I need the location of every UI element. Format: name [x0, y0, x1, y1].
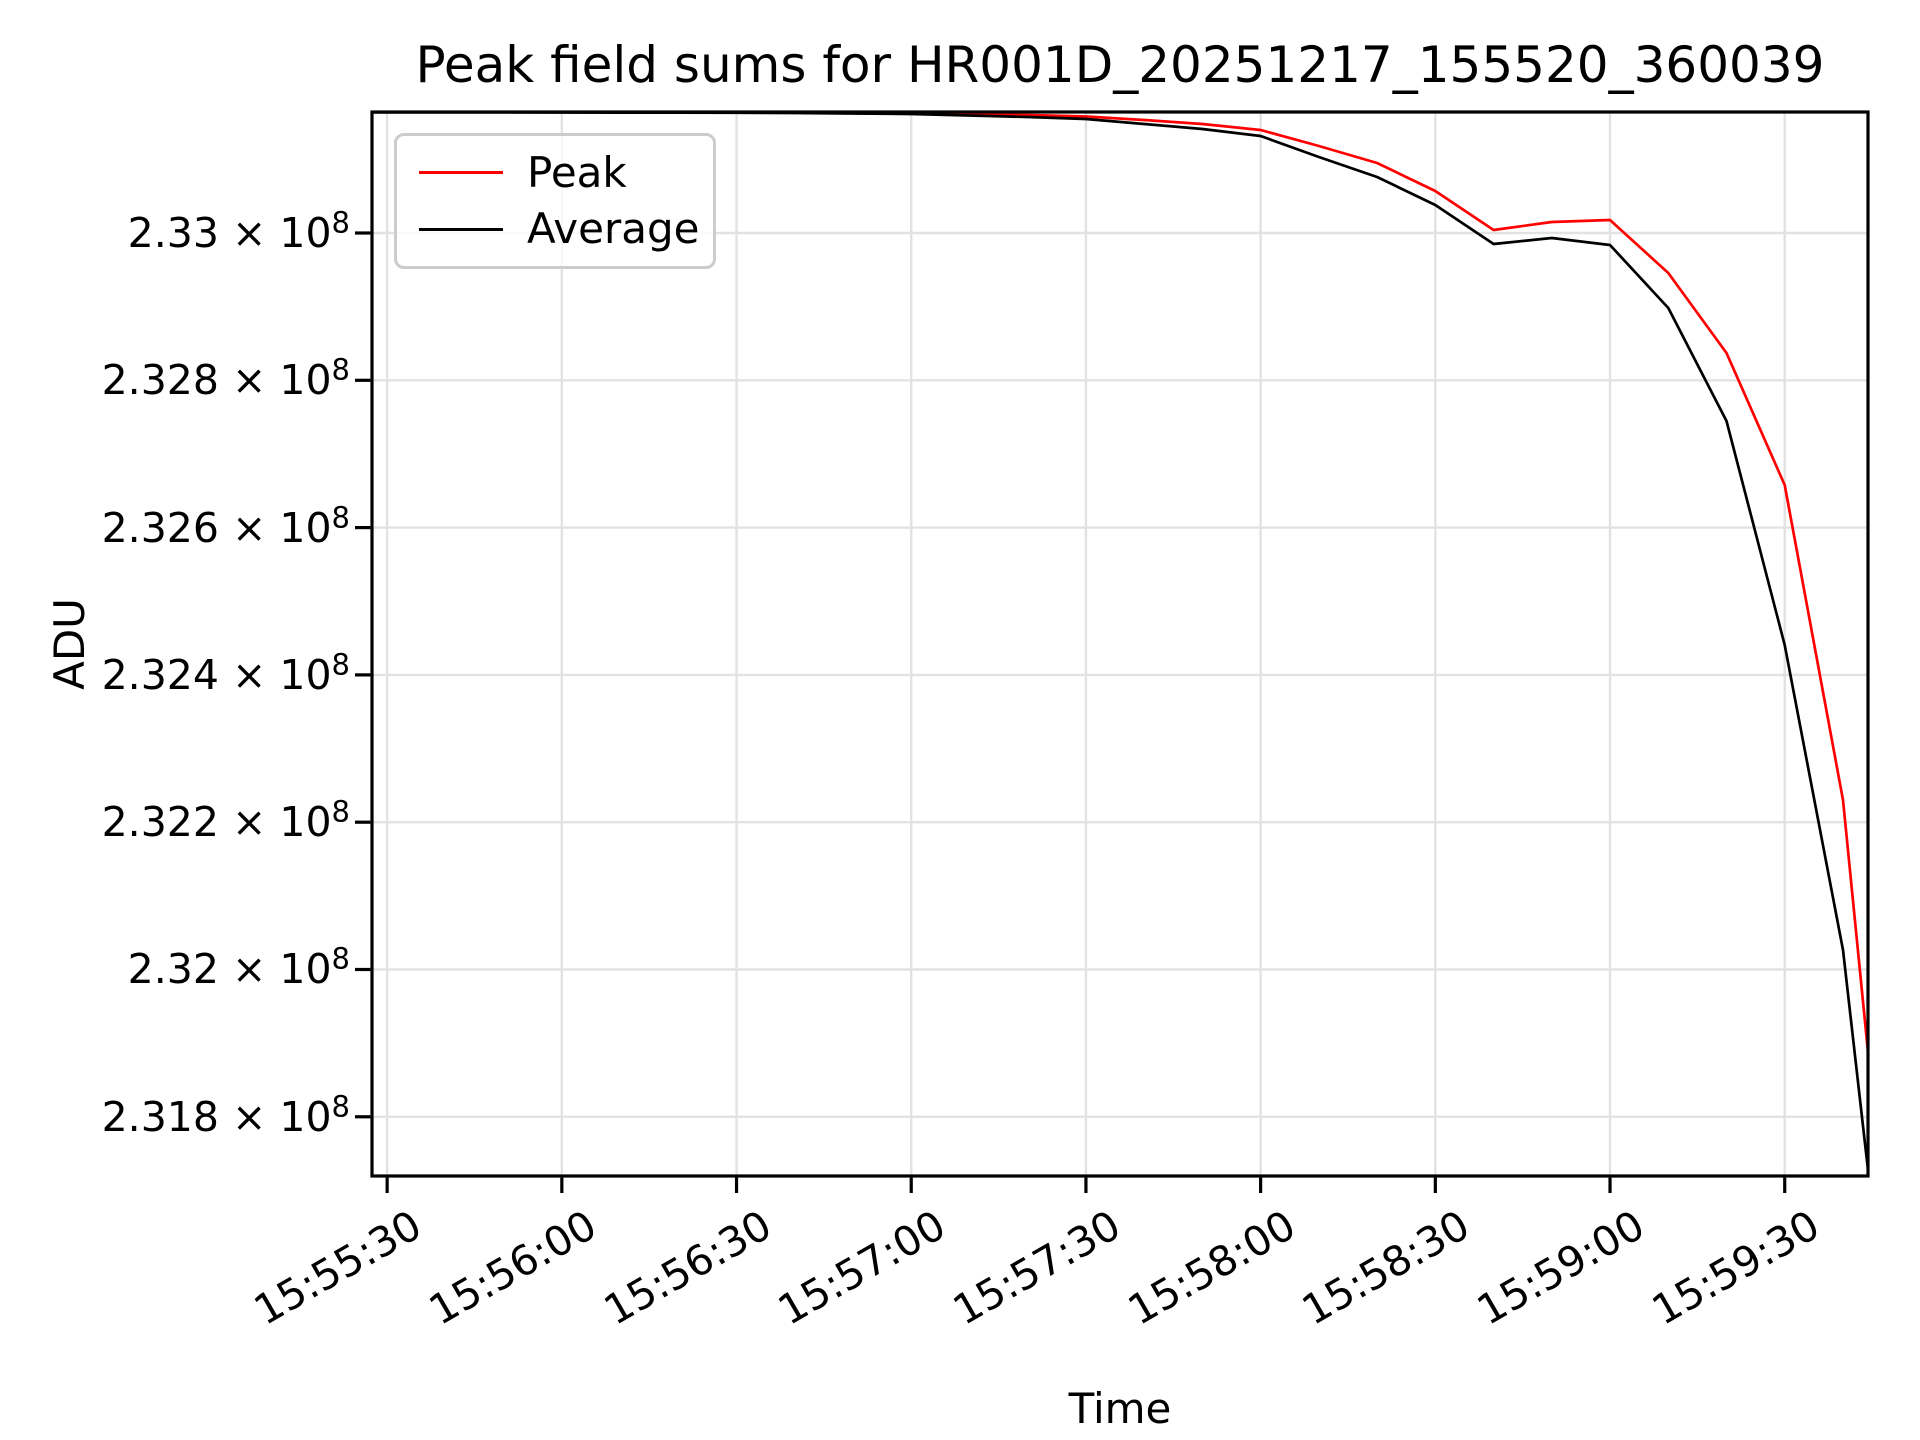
legend-line-sample — [419, 227, 503, 231]
y-tick-label: 2.322 × 108 — [101, 794, 350, 847]
y-tick-label: 2.32 × 108 — [127, 941, 350, 994]
average-line-series — [372, 112, 1868, 1171]
peak-line-series — [372, 112, 1868, 1053]
y-tick-label: 2.318 × 108 — [101, 1089, 350, 1141]
y-tick-label: 2.324 × 108 — [101, 647, 350, 699]
legend-label: Peak — [527, 147, 627, 197]
y-tick-label: 2.33 × 108 — [127, 205, 350, 257]
legend-label: Average — [527, 204, 700, 254]
x-axis-label: Time — [1068, 1384, 1172, 1433]
y-tick-label: 2.326 × 108 — [101, 499, 350, 552]
legend-line-sample — [419, 171, 503, 175]
legend-entry: Average — [397, 205, 713, 253]
chart-title: Peak field sums for HR001D_20251217_1555… — [415, 36, 1825, 94]
legend-entry: Peak — [397, 147, 713, 197]
legend: Peak Average — [394, 133, 716, 269]
y-tick-label: 2.328 × 108 — [101, 352, 350, 405]
axes-spines — [370, 110, 1870, 1178]
